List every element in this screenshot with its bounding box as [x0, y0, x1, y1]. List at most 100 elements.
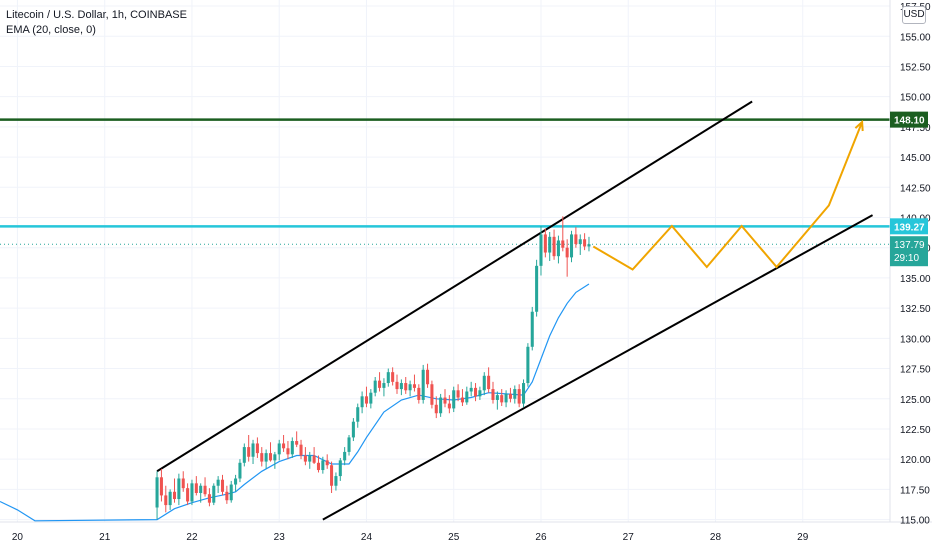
price-axis-panel [890, 0, 932, 550]
candle-body [513, 389, 517, 399]
y-tick-label: 150.00 [900, 93, 931, 104]
level-badge-139.27 [890, 218, 928, 235]
candle-body [212, 485, 216, 503]
candle-body [469, 387, 473, 392]
time-axis-panel [0, 522, 932, 550]
candle [426, 363, 430, 388]
chart-grid [0, 0, 890, 522]
candle-body [260, 453, 264, 462]
candle [347, 435, 351, 456]
candle [456, 384, 460, 402]
candle-body [517, 389, 521, 404]
candle-body [548, 236, 552, 253]
candle [421, 364, 425, 404]
ema-line [0, 283, 590, 522]
candle-body [478, 390, 482, 397]
candle-body [369, 392, 373, 404]
projection-line[interactable] [592, 121, 864, 271]
candle [251, 439, 255, 464]
candle-body [426, 369, 430, 385]
candle [417, 384, 421, 404]
candle [574, 227, 578, 248]
candle-body [220, 479, 225, 492]
y-tick-label: 127.50 [900, 365, 931, 376]
currency-badge[interactable]: USD [902, 6, 926, 24]
candle [482, 372, 486, 396]
candle-body [417, 387, 421, 400]
candle-body [181, 478, 185, 489]
candle [408, 380, 412, 397]
candle [299, 439, 303, 460]
chart-legend: Litecoin / U.S. Dollar, 1h, COINBASE EMA… [6, 8, 187, 38]
candle-body [391, 372, 395, 382]
candle-body [556, 240, 560, 257]
projection-arrowhead [854, 119, 864, 132]
candle-body [251, 443, 255, 457]
candle [199, 483, 203, 503]
candle [517, 384, 521, 408]
candle-body [273, 454, 277, 461]
candle [321, 456, 325, 474]
candle [207, 488, 211, 507]
candle-body [234, 478, 238, 485]
candle [382, 378, 386, 397]
horizontal-levels[interactable] [0, 118, 890, 245]
candle [159, 468, 163, 502]
candle-body [338, 460, 342, 477]
candle [286, 441, 290, 460]
candle [495, 391, 499, 410]
candle-body [238, 462, 242, 479]
candle [565, 239, 569, 277]
candle-body [303, 455, 307, 462]
candle [203, 477, 207, 497]
candle-body [578, 239, 582, 245]
trendlines[interactable] [156, 100, 874, 521]
candle-body [587, 244, 591, 247]
candle-body [452, 390, 456, 409]
candle-body [373, 380, 377, 393]
candle-body [495, 395, 499, 400]
candle [216, 476, 220, 493]
candle [334, 472, 338, 491]
candle-body [439, 397, 443, 414]
ema-series [0, 283, 590, 522]
candle-body [504, 393, 508, 403]
projection-path[interactable] [592, 119, 864, 271]
candle [373, 377, 377, 397]
channel-upper[interactable] [156, 100, 753, 473]
candle [155, 471, 159, 520]
candle-body [399, 383, 403, 390]
candle-body [229, 484, 233, 501]
candle [177, 473, 181, 506]
candle-body [277, 443, 281, 455]
candle-body [474, 387, 478, 397]
candle-body [364, 396, 368, 404]
candle [212, 483, 216, 506]
candle-body [216, 479, 220, 486]
candle-body [247, 447, 251, 457]
candle [225, 485, 229, 504]
candle [569, 230, 574, 263]
level-value-label: 139.27 [894, 222, 925, 233]
candle [364, 386, 368, 408]
x-tick-label: 25 [448, 532, 460, 543]
candle-body [456, 390, 460, 398]
candle [190, 479, 194, 506]
candle [356, 403, 360, 428]
price-labels: 148.10 139.27 137.79 29:10 [890, 111, 928, 267]
candle-body [569, 234, 574, 258]
candle-body [334, 476, 338, 486]
x-tick-label: 24 [361, 532, 373, 543]
candle-body [487, 375, 491, 390]
candle [268, 442, 273, 462]
channel-lower[interactable] [322, 214, 874, 521]
candle [526, 343, 530, 387]
candle [530, 306, 534, 351]
x-tick-label: 26 [535, 532, 547, 543]
candle-body [308, 455, 312, 462]
candle [338, 457, 342, 481]
candle [273, 451, 277, 469]
y-tick-label: 122.50 [900, 425, 931, 436]
candle-body [172, 491, 177, 500]
